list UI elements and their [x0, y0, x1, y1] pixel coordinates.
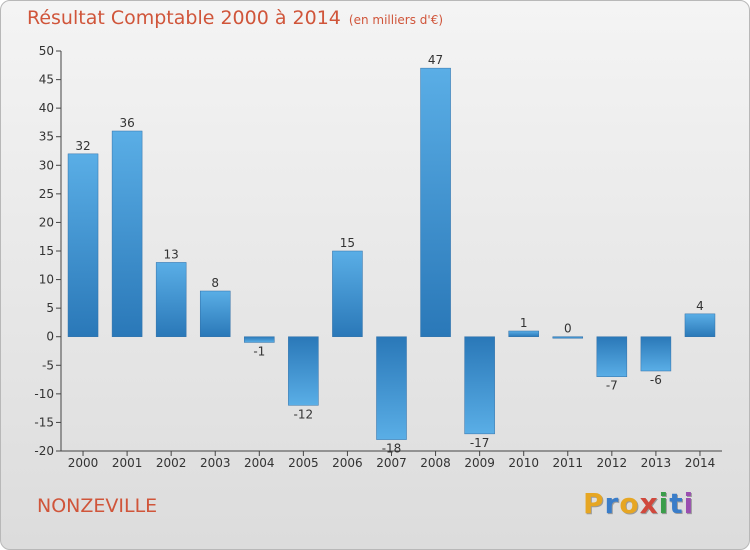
- bar-value-label: 0: [564, 322, 572, 336]
- x-tick-label: 2004: [244, 456, 275, 470]
- x-tick-label: 2006: [332, 456, 363, 470]
- bar: [111, 130, 143, 337]
- bar: [332, 250, 363, 337]
- y-tick-label: 30: [39, 158, 54, 172]
- bar: [420, 67, 451, 337]
- y-tick-label: -20: [34, 444, 54, 458]
- bar-value-label: 1: [520, 316, 528, 330]
- x-tick-label: 2014: [685, 456, 716, 470]
- bar-value-label: -7: [606, 379, 618, 393]
- chart-title: Résultat Comptable 2000 à 2014 (en millie…: [27, 7, 443, 29]
- y-tick-label: 25: [39, 187, 54, 201]
- y-tick-label: 40: [39, 101, 54, 115]
- x-tick-label: 2003: [200, 456, 231, 470]
- x-tick-label: 2005: [288, 456, 319, 470]
- y-tick-label: 10: [39, 273, 54, 287]
- bar: [508, 330, 539, 337]
- bar-value-label: 8: [211, 276, 219, 290]
- brand-letter: i: [683, 487, 695, 520]
- brand-letter: P: [583, 487, 605, 520]
- x-tick-label: 2001: [112, 456, 143, 470]
- x-tick-label: 2002: [156, 456, 187, 470]
- y-tick-label: -5: [42, 358, 54, 372]
- y-tick-label: 5: [46, 301, 54, 315]
- brand-logo: Proxiti: [583, 487, 694, 520]
- bar-value-label: -6: [650, 373, 662, 387]
- x-tick-label: 2008: [420, 456, 451, 470]
- x-tick-label: 2009: [464, 456, 495, 470]
- bar-value-label: -17: [470, 436, 490, 450]
- bar: [155, 262, 187, 337]
- bar: [640, 336, 672, 372]
- bar: [464, 336, 495, 435]
- bar: [552, 336, 584, 339]
- bar: [67, 153, 99, 337]
- bar: [376, 336, 407, 440]
- x-tick-label: 2010: [508, 456, 539, 470]
- y-tick-label: -10: [34, 387, 54, 401]
- bar: [596, 336, 628, 377]
- y-tick-label: -15: [34, 415, 54, 429]
- x-tick-label: 2011: [552, 456, 583, 470]
- bar: [684, 313, 716, 337]
- bar: [288, 336, 319, 406]
- bar-value-label: 32: [75, 139, 90, 153]
- brand-letter: i: [658, 487, 670, 520]
- x-tick-label: 2013: [641, 456, 672, 470]
- bar-value-label: 36: [119, 116, 134, 130]
- brand-letter: r: [604, 487, 620, 520]
- bar-value-label: -18: [382, 442, 402, 456]
- x-tick-label: 2012: [597, 456, 628, 470]
- y-tick-label: 45: [39, 73, 54, 87]
- chart-title-text: Résultat Comptable 2000 à 2014: [27, 7, 341, 29]
- x-tick-label: 2007: [376, 456, 407, 470]
- brand-letter: o: [619, 487, 640, 520]
- bar: [199, 290, 231, 337]
- brand-letter: x: [639, 487, 659, 520]
- bar: [244, 336, 275, 343]
- y-tick-label: 0: [46, 330, 54, 344]
- y-tick-label: 15: [39, 244, 54, 258]
- y-tick-label: 20: [39, 215, 54, 229]
- chart-unit: (en milliers d'€): [348, 13, 444, 27]
- city-name: NONZEVILLE: [37, 495, 158, 517]
- bar-value-label: -1: [253, 344, 265, 358]
- bar-value-label: 47: [428, 53, 443, 67]
- y-tick-label: 50: [39, 44, 54, 58]
- y-tick-label: 35: [39, 130, 54, 144]
- bar-value-label: 13: [164, 247, 179, 261]
- x-tick-label: 2000: [68, 456, 99, 470]
- bar-value-label: -12: [294, 407, 314, 421]
- bar-value-label: 4: [696, 299, 704, 313]
- bar-value-label: 15: [340, 236, 355, 250]
- brand-letter: t: [669, 487, 684, 520]
